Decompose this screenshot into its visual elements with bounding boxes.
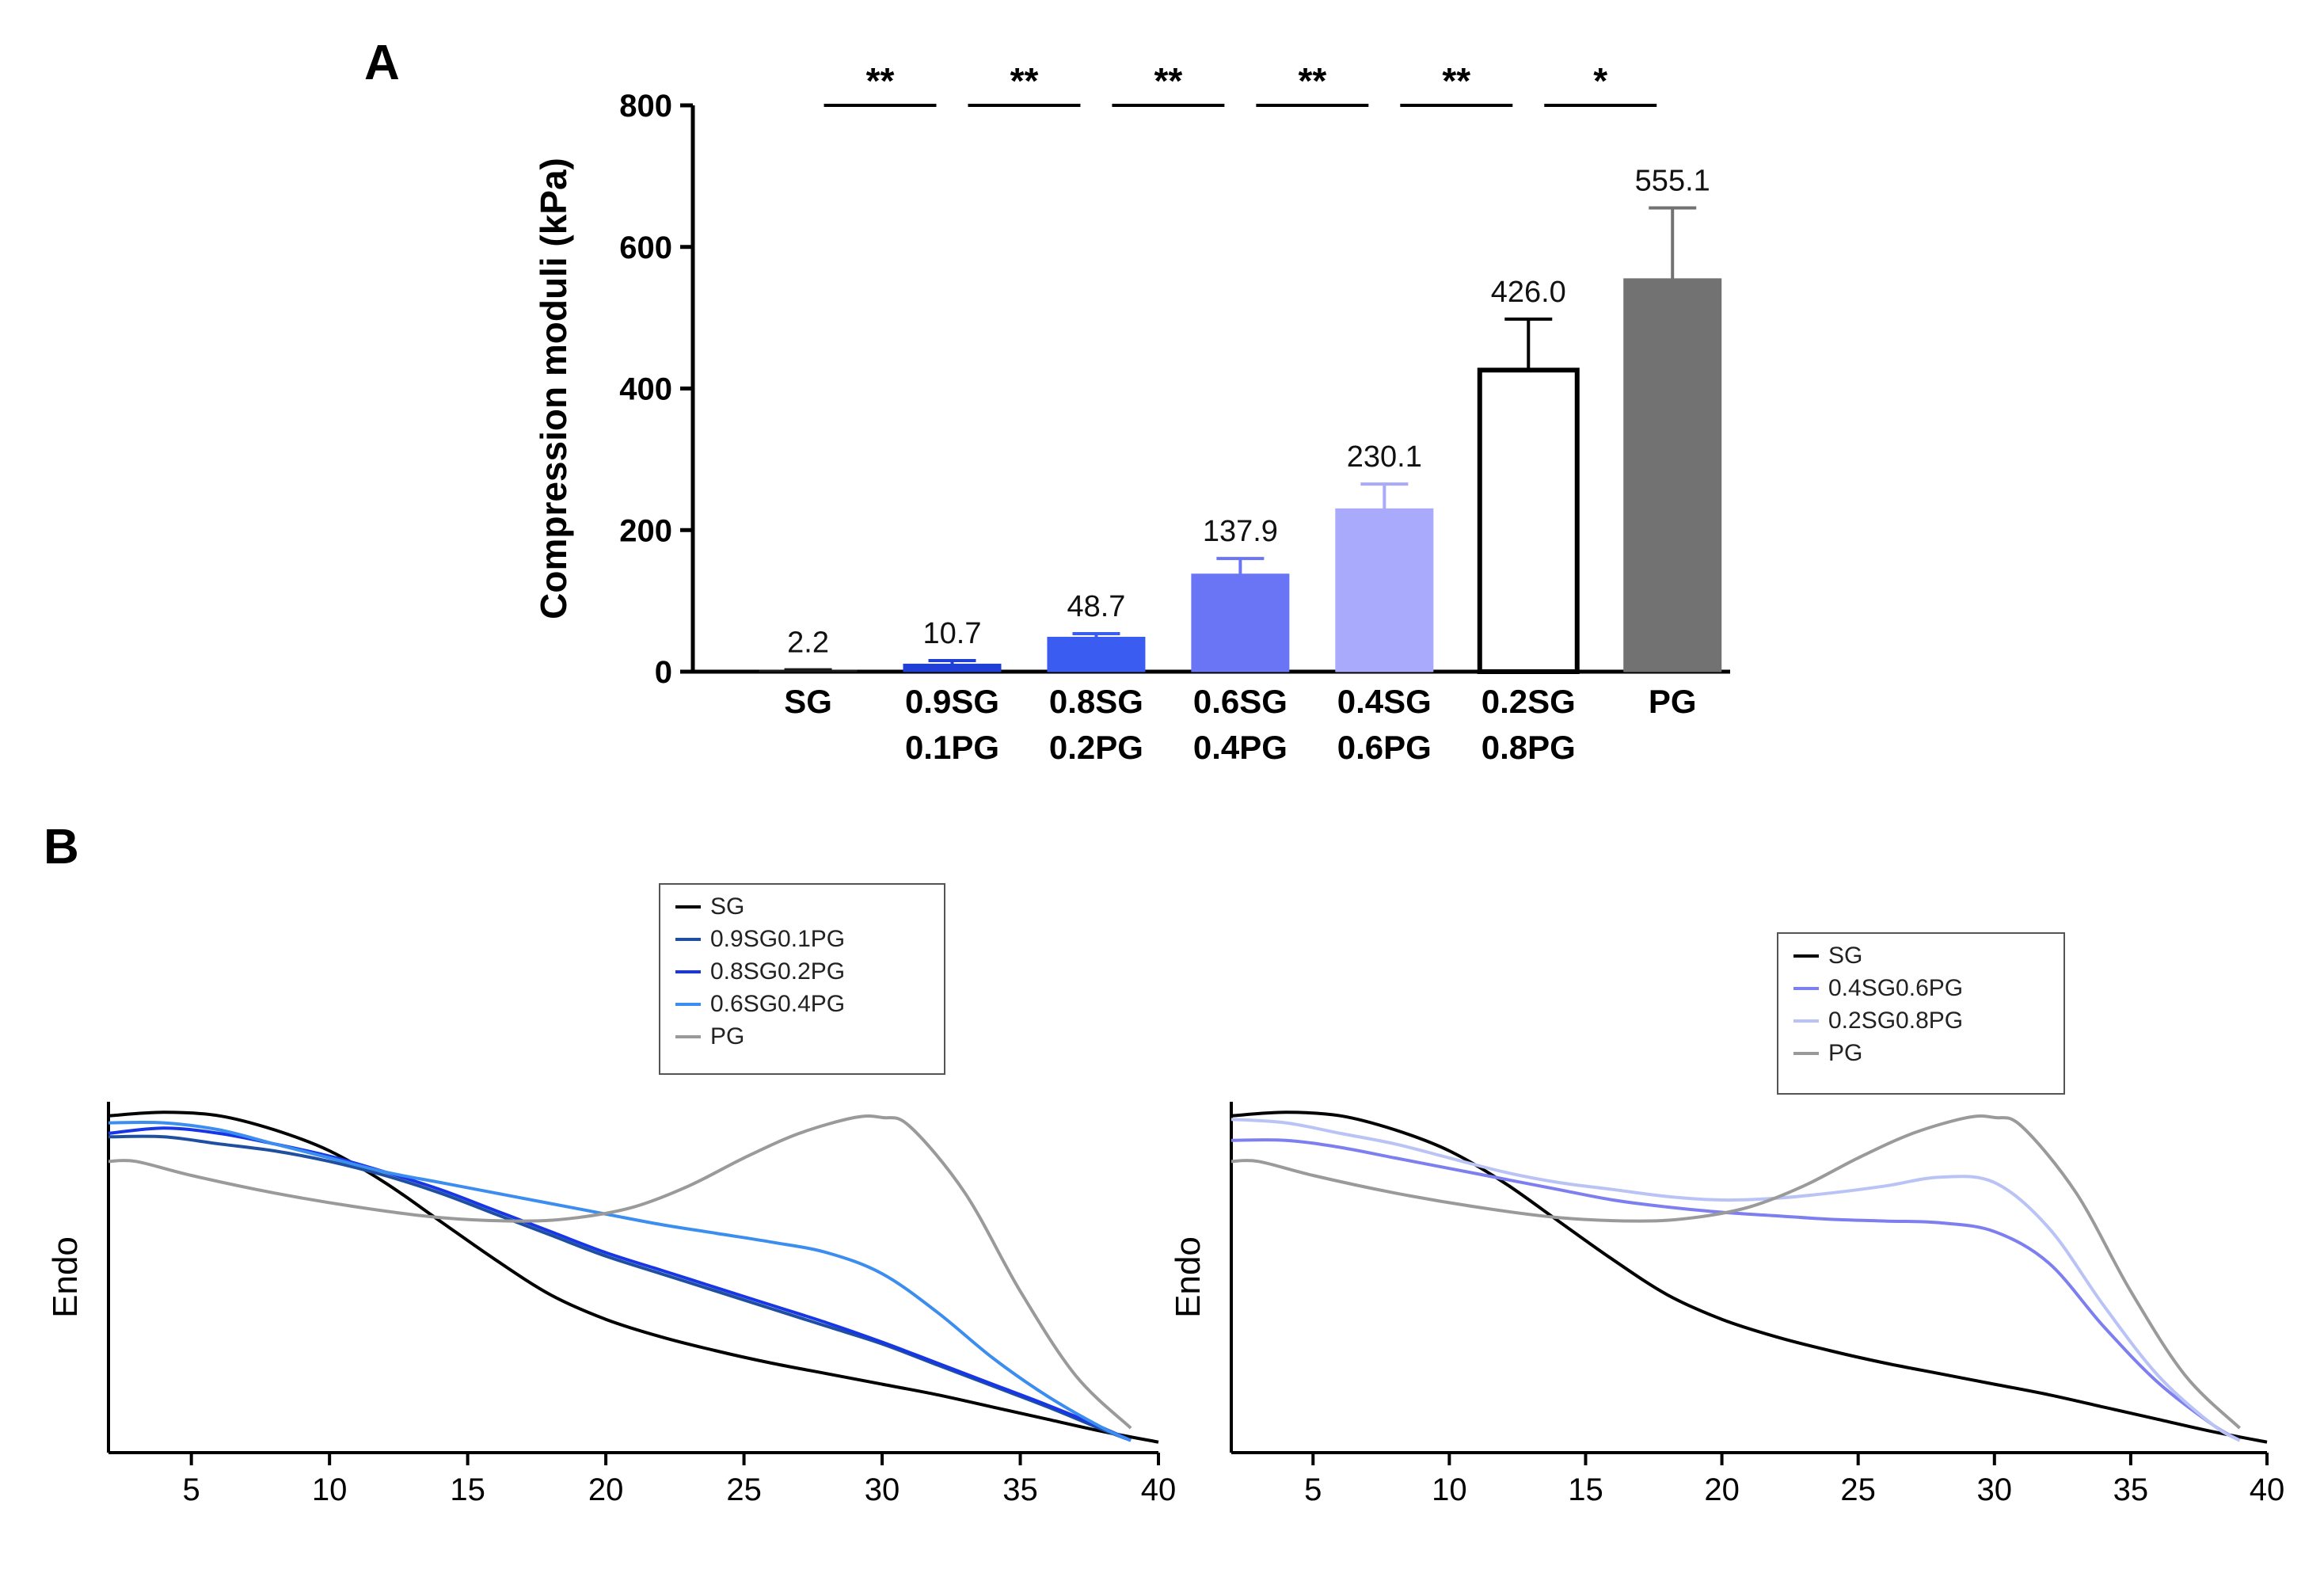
bar (1335, 508, 1434, 672)
y-tick-label: 400 (619, 372, 672, 407)
category-label: 0.2PG (1049, 729, 1143, 766)
significance-marker: ** (1154, 60, 1183, 101)
category-label: 0.8PG (1482, 729, 1576, 766)
significance-marker: ** (1298, 60, 1326, 101)
category-label: 0.1PG (905, 729, 999, 766)
x-tick-label: 25 (726, 1472, 762, 1507)
legend-label: 0.6SG0.4PG (710, 991, 845, 1017)
panel-b-left-line-chart: 5 10 15 20 25 30 35 40 Endo SG 0.9SG0.1PG 0.8SG0.2P… (46, 883, 1177, 1507)
x-tick-label: 25 (1840, 1472, 1876, 1507)
category-label: PG (1649, 683, 1697, 720)
x-tick-label: 40 (2250, 1472, 2285, 1507)
category-label: SG (784, 683, 832, 720)
bar-value-label: 426.0 (1491, 276, 1566, 309)
panel-a-bar-chart: 0 200 400 600 800 Compression moduli (kPa) 2.2… (533, 60, 1730, 766)
category-label: 0.2SG (1482, 683, 1576, 720)
significance-marker: * (1593, 60, 1607, 101)
category-label: 0.8SG (1049, 683, 1143, 720)
category-label: 0.6SG (1193, 683, 1288, 720)
x-tick-label: 35 (2113, 1472, 2149, 1507)
x-tick-label: 15 (450, 1472, 485, 1507)
x-tick-label: 20 (1704, 1472, 1740, 1507)
panel-b-right-line-chart: 5 10 15 20 25 30 35 40 Endo SG 0.4SG0.6PG 0.2SG0.8P… (1169, 932, 2285, 1507)
panel-a-letter: A (364, 36, 400, 90)
series-line (108, 1110, 1159, 1444)
y-tick-label: 200 (619, 513, 672, 548)
significance-marker: ** (866, 60, 895, 101)
series-line (1230, 1110, 2268, 1444)
series-line (108, 1120, 1132, 1442)
bar (1191, 573, 1290, 672)
series-line (108, 1126, 1132, 1442)
legend-box (1777, 932, 2065, 1095)
series-line (1230, 1114, 2241, 1430)
x-tick-label: 35 (1002, 1472, 1038, 1507)
bar-value-label: 230.1 (1347, 440, 1422, 474)
y-axis-title: Endo (46, 1236, 85, 1318)
significance-marker: ** (1442, 60, 1470, 101)
bar (1047, 636, 1146, 672)
y-tick-label: 0 (655, 655, 672, 690)
bar-value-label: 137.9 (1203, 515, 1278, 548)
x-tick-label: 5 (183, 1472, 200, 1507)
legend-label: SG (710, 893, 744, 920)
bar-value-label: 2.2 (787, 627, 829, 660)
y-tick-label: 600 (619, 230, 672, 265)
category-label: 0.6PG (1337, 729, 1432, 766)
bar-value-label: 48.7 (1067, 590, 1125, 623)
legend-label: PG (710, 1023, 744, 1049)
series-line (108, 1134, 1132, 1442)
legend-label: 0.2SG0.8PG (1828, 1008, 1963, 1034)
significance-marker: ** (1010, 60, 1039, 101)
series-line (108, 1114, 1132, 1430)
x-tick-label: 30 (865, 1472, 900, 1507)
x-tick-label: 10 (312, 1472, 348, 1507)
x-tick-label: 5 (1304, 1472, 1322, 1507)
legend-label: PG (1828, 1040, 1862, 1066)
x-tick-label: 30 (1977, 1472, 2013, 1507)
bar-value-label: 555.1 (1635, 165, 1710, 198)
legend-label: 0.8SG0.2PG (710, 958, 845, 985)
y-axis-title: Compression moduli (kPa) (533, 158, 574, 619)
bar (903, 663, 1002, 672)
x-tick-label: 40 (1141, 1472, 1177, 1507)
legend-label: 0.4SG0.6PG (1828, 975, 1963, 1001)
category-label: 0.4PG (1193, 729, 1288, 766)
category-label: 0.9SG (905, 683, 999, 720)
category-label: 0.4SG (1337, 683, 1432, 720)
x-tick-label: 15 (1568, 1472, 1603, 1507)
series-line (1230, 1138, 2241, 1442)
bar-value-label: 10.7 (923, 617, 982, 650)
bar (1623, 278, 1722, 672)
series-line (1230, 1118, 2241, 1442)
bar (1477, 368, 1580, 674)
panel-b-letter: B (44, 820, 79, 874)
legend-box (659, 883, 945, 1075)
y-tick-label: 800 (619, 89, 672, 124)
bar (759, 669, 858, 672)
legend-label: SG (1828, 943, 1862, 969)
x-tick-label: 10 (1432, 1472, 1467, 1507)
x-tick-label: 20 (588, 1472, 624, 1507)
legend-label: 0.9SG0.1PG (710, 926, 845, 952)
y-axis-title: Endo (1169, 1236, 1208, 1318)
